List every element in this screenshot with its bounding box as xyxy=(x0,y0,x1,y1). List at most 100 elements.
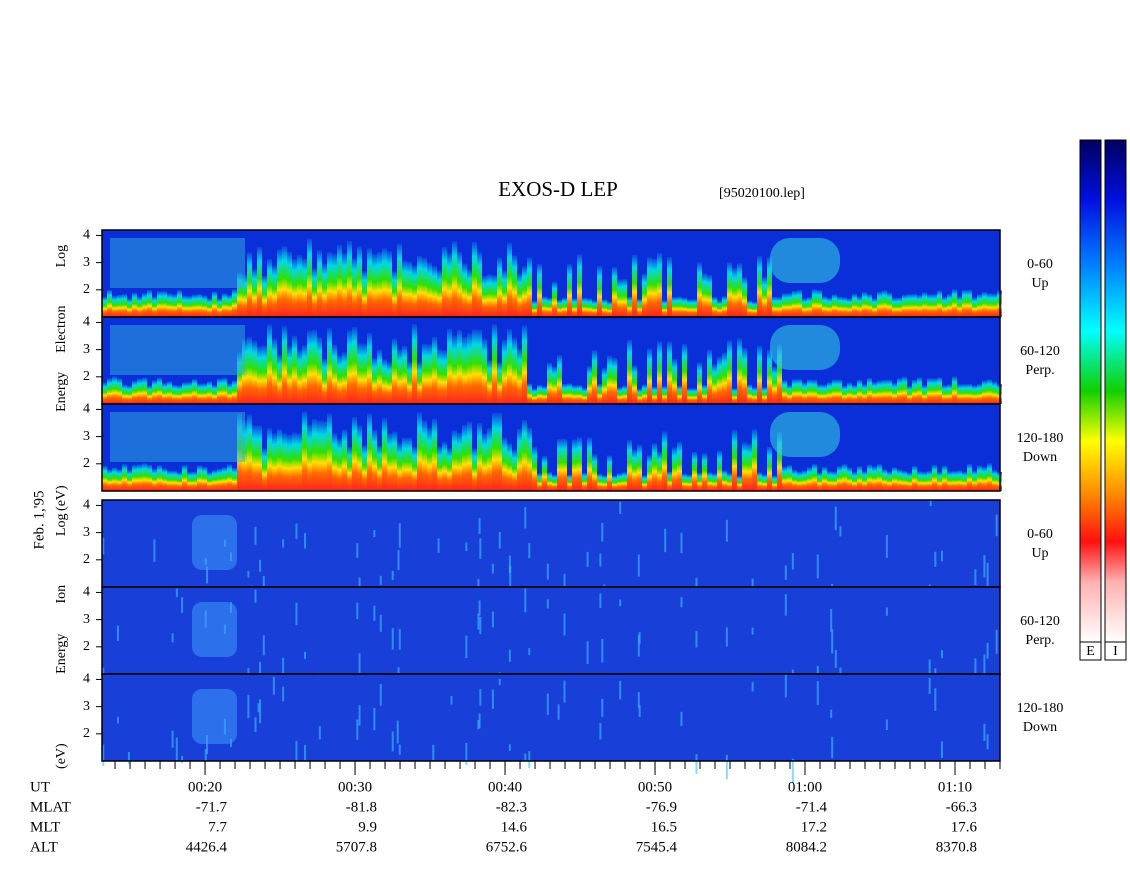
spectrogram-column xyxy=(567,474,572,491)
spectrogram-column xyxy=(767,446,772,491)
spectrogram-column xyxy=(227,294,232,317)
spectrogram-speck xyxy=(830,608,833,632)
spectrogram-column xyxy=(757,255,762,317)
spectrogram-speck xyxy=(206,566,209,584)
spectrogram-speck xyxy=(784,674,787,698)
spectrogram-column xyxy=(577,254,582,317)
spectrogram-column xyxy=(407,362,412,404)
spectrogram-column xyxy=(492,412,497,491)
spectrogram-column xyxy=(822,466,827,491)
date-label: Feb. 1,'95 xyxy=(31,491,47,550)
spectrogram-column xyxy=(572,385,577,404)
spectrogram-column xyxy=(507,443,512,491)
spectrogram-speck xyxy=(508,744,511,751)
x-tick-label: 00:20 xyxy=(188,779,222,795)
spectrogram-column xyxy=(577,437,582,491)
spectrogram-column xyxy=(592,454,597,491)
spectrogram-column xyxy=(132,292,137,317)
spectrogram-column xyxy=(142,293,147,317)
spectrogram-speck xyxy=(304,533,307,549)
spectrogram-column xyxy=(982,291,987,317)
spectrogram-speck xyxy=(465,743,468,765)
spectrogram-speck xyxy=(398,523,401,548)
spectrogram-column xyxy=(972,385,977,404)
spectrogram-speck xyxy=(831,736,834,759)
spectrogram-speck xyxy=(102,537,105,555)
spectrogram-column xyxy=(342,429,347,491)
spectrogram-speck xyxy=(524,507,527,529)
spectrogram-column xyxy=(822,384,827,404)
spectrogram-column xyxy=(862,384,867,404)
spectrogram-column xyxy=(377,252,382,317)
spectrogram-column xyxy=(867,377,872,404)
spectrogram-column xyxy=(862,471,867,491)
spectrogram-column xyxy=(102,382,107,404)
spectrogram-column xyxy=(127,298,132,317)
spectrogram-column xyxy=(437,446,442,491)
spectrogram-column xyxy=(192,471,197,491)
spectrogram-column xyxy=(737,338,742,404)
spectrogram-column xyxy=(207,298,212,317)
spectrogram-speck xyxy=(116,716,119,724)
file-label: [95020100.lep] xyxy=(719,186,805,201)
spectrogram-speck xyxy=(791,758,794,784)
spectrogram-column xyxy=(122,384,127,404)
direction-label: Up xyxy=(1031,276,1048,291)
spectrogram-column xyxy=(117,294,122,317)
spectrogram-column xyxy=(732,267,737,317)
spectrogram-column xyxy=(657,452,662,491)
spectrogram-speck xyxy=(784,565,787,580)
spectrogram-column xyxy=(812,464,817,491)
spectrogram-column xyxy=(972,470,977,491)
spectrogram-column xyxy=(712,364,717,404)
spectrogram-column xyxy=(627,339,632,404)
spectrogram-column xyxy=(347,240,352,317)
spectrogram-speck xyxy=(524,753,527,761)
spectrogram-column xyxy=(557,299,562,317)
spectrogram-speck xyxy=(171,730,174,748)
spectrogram-speck xyxy=(695,631,698,648)
spectrogram-column xyxy=(877,463,882,491)
spectrogram-column xyxy=(847,467,852,491)
spectrogram-column xyxy=(187,295,192,317)
spectrogram-column xyxy=(917,295,922,317)
spectrogram-column xyxy=(877,291,882,317)
spectrogram-column xyxy=(647,455,652,491)
spectrogram-column xyxy=(327,413,332,491)
spectrogram-column xyxy=(702,453,707,491)
spectrogram-column xyxy=(952,376,957,404)
spectrogram-speck xyxy=(254,589,257,603)
spectrogram-speck xyxy=(986,734,989,750)
spectrogram-column xyxy=(337,355,342,404)
spectrogram-speck xyxy=(680,532,683,554)
y-tick-label: 4 xyxy=(83,672,90,687)
spectrogram-column xyxy=(197,383,202,404)
spectrogram-patch xyxy=(770,325,840,370)
x-tick-label: 00:40 xyxy=(488,779,522,795)
spectrogram-speck xyxy=(986,642,989,659)
spectrogram-column xyxy=(302,411,307,491)
spectrogram-column xyxy=(642,384,647,404)
spectrogram-patch xyxy=(192,602,237,657)
spectrogram-column xyxy=(882,379,887,404)
spectrogram-column xyxy=(152,469,157,491)
spectrogram-column xyxy=(132,464,137,491)
spectrogram-column xyxy=(612,475,617,491)
spectrogram-column xyxy=(357,246,362,317)
ephemeris-value: 6752.6 xyxy=(486,839,528,855)
spectrogram-column xyxy=(522,419,527,491)
spectrogram-speck xyxy=(498,678,501,685)
spectrogram-column xyxy=(402,345,407,404)
spectrogram-column xyxy=(787,293,792,317)
spectrogram-speck xyxy=(478,600,481,616)
spectrogram-column xyxy=(682,297,687,317)
spectrogram-column xyxy=(692,299,697,317)
spectrogram-column xyxy=(562,383,567,404)
spectrogram-speck xyxy=(563,680,566,703)
spectrogram-column xyxy=(292,335,297,404)
spectrogram-speck xyxy=(557,704,560,720)
spectrogram-column xyxy=(467,333,472,404)
spectrogram-column xyxy=(852,293,857,317)
spectrogram-column xyxy=(207,472,212,491)
spectrogram-column xyxy=(532,388,537,404)
